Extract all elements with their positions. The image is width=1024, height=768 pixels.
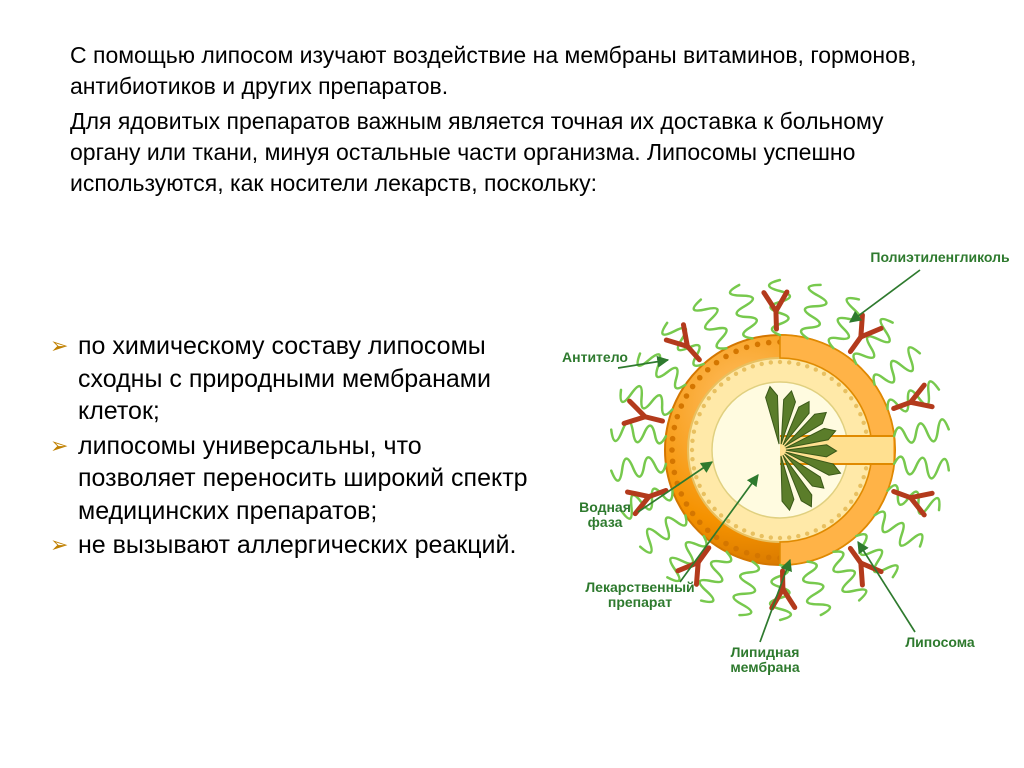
bullet-2-text: липосомы универсальны, что позволяет пер… [78,432,528,525]
label-peg: Полиэтиленгликоль [860,250,1020,265]
intro-text: С помощью липосом изучают воздействие на… [70,40,950,203]
bullet-3-text: не вызывают аллергических реакций. [78,531,516,559]
bullet-3: ➢ не вызывают аллергических реакций. [50,529,540,562]
intro-para-1: С помощью липосом изучают воздействие на… [70,40,950,102]
bullet-1-text: по химическому составу липосомы сходны с… [78,332,491,425]
label-water: Водная фаза [570,500,640,531]
bullet-arrow-icon: ➢ [50,432,68,461]
bullet-list: ➢ по химическому составу липосомы сходны… [50,330,540,564]
liposome-diagram: Полиэтиленгликоль Антитело Водная фаза Л… [520,250,1020,730]
bullet-arrow-icon: ➢ [50,332,68,361]
bullet-arrow-icon: ➢ [50,531,68,560]
label-antibody: Антитело [550,350,640,365]
bullet-2: ➢ липосомы универсальны, что позволяет п… [50,430,540,528]
label-drug: Лекарственный препарат [570,580,710,611]
intro-para-2: Для ядовитых препаратов важным является … [70,106,950,199]
label-lipid: Липидная мембрана [710,645,820,676]
bullet-1: ➢ по химическому составу липосомы сходны… [50,330,540,428]
label-liposome: Липосома [890,635,990,650]
